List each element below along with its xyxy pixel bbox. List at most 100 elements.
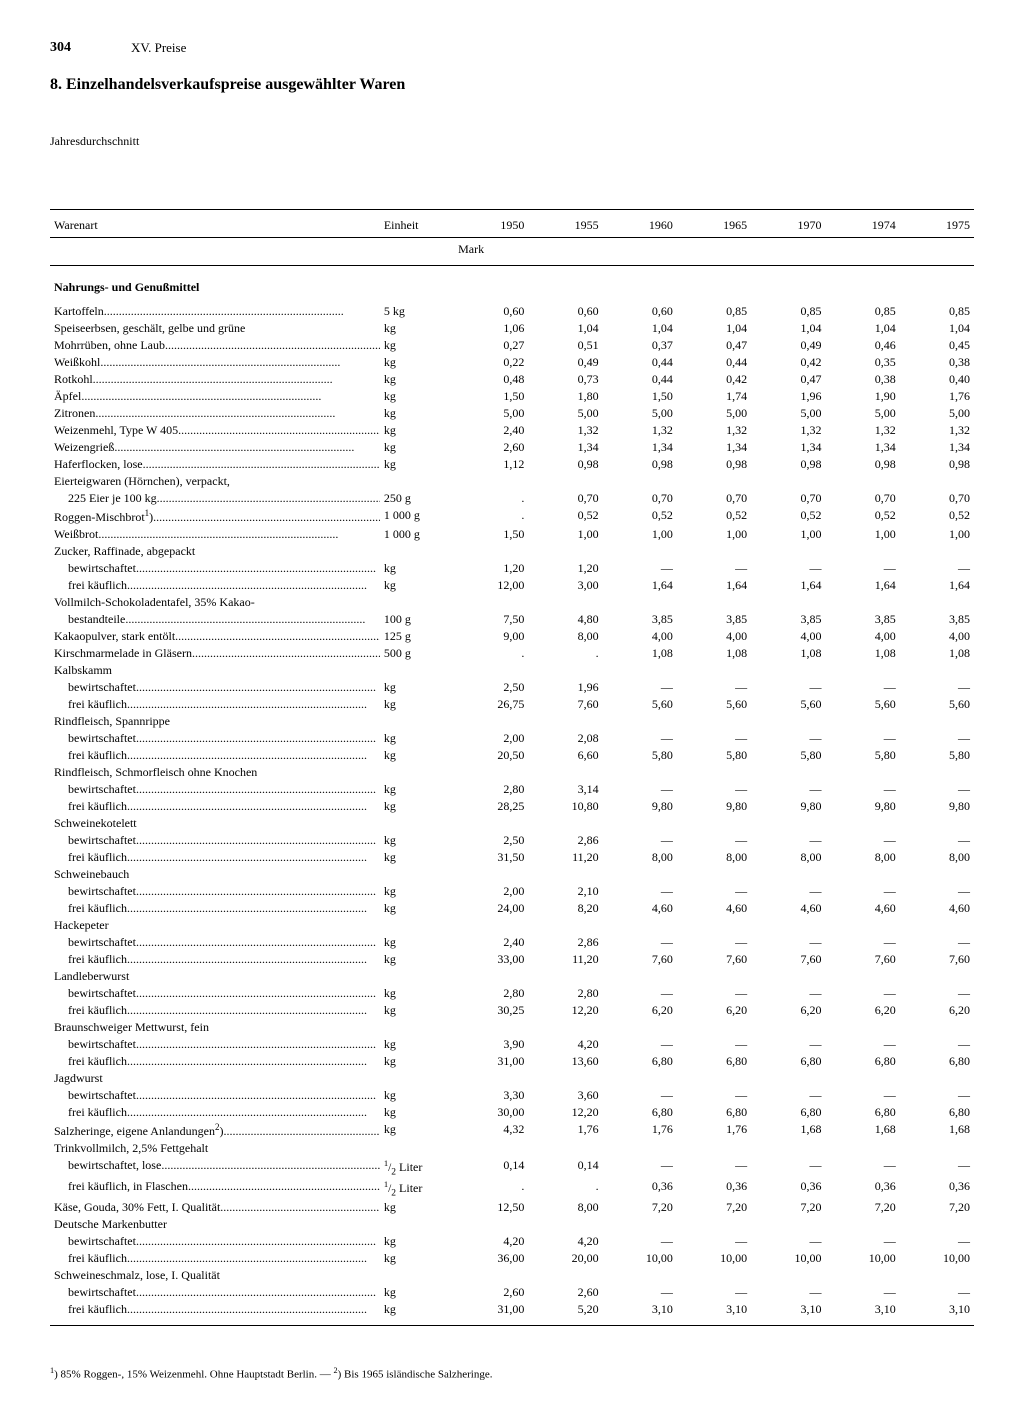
footnotes: 1) 85% Roggen-, 15% Weizenmehl. Ohne Hau… [50,1366,974,1381]
cell-value [603,917,677,934]
cell-value [751,1216,825,1233]
cell-value: 0,52 [528,507,602,526]
cell-value: 0,98 [751,456,825,473]
cell-value [751,866,825,883]
cell-value: 2,50 [454,679,528,696]
row-unit: kg [380,1053,454,1070]
cell-value: 4,20 [454,1233,528,1250]
cell-value: 3,30 [454,1087,528,1104]
table-row: Kakaopulver, stark entölt ..............… [50,628,974,645]
row-unit: kg [380,696,454,713]
cell-value: — [603,781,677,798]
cell-value [677,968,751,985]
table-row: Landleberwurst [50,968,974,985]
cell-value: 5,00 [528,405,602,422]
cell-value [454,1267,528,1284]
row-unit [380,1216,454,1233]
cell-value: 0,37 [603,337,677,354]
cell-value [751,1070,825,1087]
cell-value: 12,50 [454,1199,528,1216]
cell-value: 7,60 [603,951,677,968]
cell-value: 1,08 [751,645,825,662]
cell-value: — [825,781,899,798]
cell-value: 1,00 [677,526,751,543]
cell-value: 0,36 [751,1178,825,1199]
cell-value [528,968,602,985]
row-unit [380,1267,454,1284]
cell-value: 1,00 [603,526,677,543]
table-row: Zitronen ...............................… [50,405,974,422]
cell-value: 3,10 [825,1301,899,1326]
row-unit: kg [380,1250,454,1267]
cell-value [454,968,528,985]
cell-value: — [677,1087,751,1104]
table-row: bewirtschaftet .........................… [50,985,974,1002]
cell-value: 3,60 [528,1087,602,1104]
row-label: Eierteigwaren (Hörnchen), verpackt, [50,473,380,490]
col-year-1965: 1965 [677,210,751,238]
cell-value: 12,20 [528,1104,602,1121]
row-label: Weißbrot ...............................… [50,526,380,543]
cell-value: 6,80 [900,1053,974,1070]
cell-value: 8,00 [603,849,677,866]
row-label: bewirtschaftet .........................… [50,832,380,849]
cell-value: — [825,679,899,696]
cell-value: 7,50 [454,611,528,628]
cell-value: 1,32 [528,422,602,439]
table-row: Braunschweiger Mettwurst, fein [50,1019,974,1036]
cell-value: 2,00 [454,883,528,900]
table-row: frei käuflich ..........................… [50,1053,974,1070]
cell-value [528,713,602,730]
cell-value: 13,60 [528,1053,602,1070]
table-row: frei käuflich ..........................… [50,951,974,968]
row-unit: 250 g [380,490,454,507]
cell-value: 6,20 [900,1002,974,1019]
cell-value: — [677,1157,751,1178]
cell-value: 7,60 [900,951,974,968]
row-unit [380,968,454,985]
cell-value: — [603,679,677,696]
row-unit: kg [380,577,454,594]
row-unit: kg [380,900,454,917]
cell-value: 2,80 [454,781,528,798]
cell-value [751,543,825,560]
cell-value: — [900,1233,974,1250]
cell-value: 6,80 [900,1104,974,1121]
cell-value [528,594,602,611]
cell-value [454,1070,528,1087]
table-row: Jagdwurst [50,1070,974,1087]
cell-value [677,1019,751,1036]
cell-value: 6,80 [825,1053,899,1070]
row-unit [380,662,454,679]
row-label: bewirtschaftet .........................… [50,883,380,900]
cell-value: 1,00 [751,526,825,543]
cell-value: 5,80 [603,747,677,764]
cell-value [751,1267,825,1284]
cell-value: 1,50 [454,388,528,405]
cell-value: 8,00 [677,849,751,866]
cell-value: 0,60 [603,303,677,320]
table-row: Kalbskamm [50,662,974,679]
row-label: Roggen-Mischbrot1) .....................… [50,507,380,526]
cell-value: 7,20 [603,1199,677,1216]
cell-value: 4,80 [528,611,602,628]
table-row: Schweineschmalz, lose, I. Qualität [50,1267,974,1284]
cell-value: 0,70 [677,490,751,507]
row-label: frei käuflich ..........................… [50,900,380,917]
cell-value [751,1019,825,1036]
row-label: Landleberwurst [50,968,380,985]
cell-value: 31,00 [454,1301,528,1326]
row-unit: kg [380,1301,454,1326]
cell-value: 0,70 [751,490,825,507]
col-year-1950: 1950 [454,210,528,238]
cell-value: 2,40 [454,422,528,439]
cell-value: 2,60 [528,1284,602,1301]
cell-value: 0,52 [825,507,899,526]
row-label: frei käuflich ..........................… [50,1250,380,1267]
cell-value [528,917,602,934]
table-row: bewirtschaftet, lose ...................… [50,1157,974,1178]
cell-value [900,662,974,679]
cell-value: 1,08 [900,645,974,662]
cell-value: 0,70 [603,490,677,507]
cell-value [603,594,677,611]
